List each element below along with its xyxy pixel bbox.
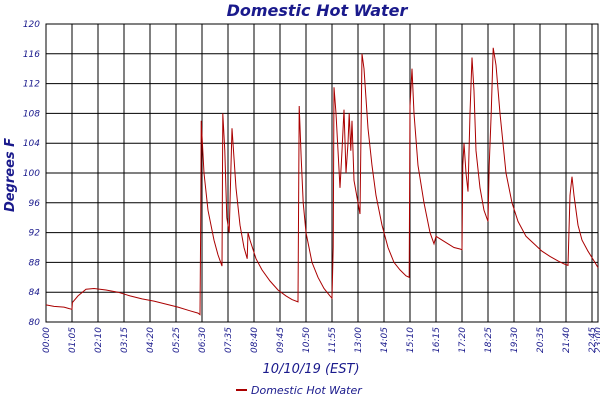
x-tick-labels: 00:00 01:05 02:10 03:15 04:20 05:25 06:30 07:35…	[42, 327, 600, 353]
y-tick-label: 88	[29, 258, 41, 268]
x-tick-label: 11:55	[328, 327, 338, 353]
y-tick-label: 96	[29, 199, 41, 209]
x-tick-label: 09:45	[276, 327, 286, 353]
y-tick-label: 120	[23, 20, 40, 30]
x-tick-label: 03:15	[120, 327, 130, 353]
legend-entry-domestic-hot-water: Domestic Hot Water	[251, 384, 363, 397]
x-tick-label: 19:30	[510, 327, 520, 353]
x-tick-label: 13:00	[354, 327, 364, 353]
y-tick-label: 108	[23, 109, 40, 119]
x-tick-label: 14:05	[380, 327, 390, 353]
y-tick-labels: 80 84 88 92 96 100 104 108 112 116 120	[23, 20, 40, 328]
x-tick-label: 04:20	[146, 327, 156, 353]
y-tick-label: 104	[23, 139, 40, 149]
x-tick-label: 20:35	[536, 327, 546, 353]
x-tick-label: 05:25	[172, 327, 182, 353]
chart-title: Domestic Hot Water	[227, 1, 409, 20]
x-tick-label: 08:40	[250, 327, 260, 353]
y-tick-label: 112	[23, 80, 40, 90]
y-tick-label: 116	[23, 50, 40, 60]
y-axis-label: Degrees F	[3, 138, 18, 212]
x-tick-label: 17:20	[458, 327, 468, 353]
x-tick-label: 22:45	[588, 327, 598, 353]
x-tick-label: 10:50	[302, 327, 312, 353]
plot-area-border	[45, 23, 599, 323]
y-tick-label: 92	[29, 229, 41, 239]
x-tick-label: 16:15	[432, 327, 442, 353]
x-tick-label: 00:00	[42, 327, 52, 353]
x-tick-label: 18:25	[484, 327, 494, 353]
x-tick-label: 07:35	[224, 327, 234, 353]
x-tick-label: 02:10	[94, 327, 104, 353]
series-line-domestic-hot-water	[45, 47, 599, 316]
x-axis-label: 10/10/19 (EST)	[262, 362, 359, 377]
y-tick-label: 80	[29, 318, 41, 328]
x-tick-label: 23:00	[594, 327, 600, 353]
x-tick-label: 15:10	[406, 327, 416, 353]
y-tick-label: 84	[29, 288, 41, 298]
y-tick-label: 100	[23, 169, 40, 179]
x-tick-label: 21:40	[562, 327, 572, 353]
x-tick-label: 01:05	[68, 327, 78, 353]
grid	[45, 23, 599, 323]
legend: Domestic Hot Water	[236, 384, 363, 397]
x-tick-label: 06:30	[198, 327, 208, 353]
